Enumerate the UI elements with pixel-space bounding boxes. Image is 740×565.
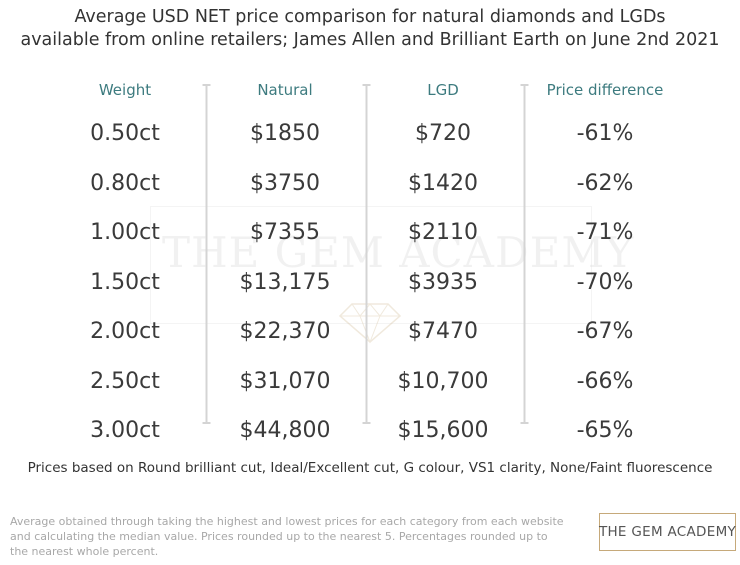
cell-price-difference: -71% — [576, 220, 634, 245]
cell-price-difference: -66% — [576, 368, 634, 394]
cell-weight: 0.50ct — [90, 121, 160, 146]
cell-weight: 3.00ct — [90, 418, 160, 443]
watermark: THE GEM ACADEMY — [162, 228, 635, 277]
cell-natural: $3750 — [250, 170, 320, 196]
cell-natural: $44,800 — [239, 418, 331, 443]
column-divider — [202, 84, 211, 424]
cell-weight: 0.80ct — [90, 170, 160, 196]
methodology-line-2: and calculating the median value. Prices… — [10, 530, 548, 543]
cell-lgd: $3935 — [408, 269, 478, 295]
methodology-note: Average obtained through taking the high… — [10, 514, 570, 559]
cell-lgd: $7470 — [408, 319, 478, 344]
watermark-frame — [150, 206, 592, 324]
methodology-line-1: Average obtained through taking the high… — [10, 515, 564, 528]
cell-natural: $1850 — [250, 121, 320, 146]
cell-lgd: $15,600 — [397, 418, 489, 443]
cell-lgd: $10,700 — [397, 368, 489, 394]
table-footnote: Prices based on Round brilliant cut, Ide… — [27, 460, 713, 476]
header-weight: Weight — [98, 81, 152, 99]
cell-weight: 1.00ct — [90, 220, 160, 245]
chart-title: Average USD NET price comparison for nat… — [0, 6, 740, 52]
cell-natural: $22,370 — [239, 319, 331, 344]
gem-academy-logo: THE GEM ACADEMY — [599, 513, 736, 551]
cell-natural: $7355 — [250, 220, 320, 245]
cell-weight: 1.50ct — [90, 269, 160, 295]
cell-weight: 2.50ct — [90, 368, 160, 394]
cell-lgd: $1420 — [408, 170, 478, 196]
cell-price-difference: -67% — [576, 319, 634, 344]
methodology-line-3: the nearest whole percent. — [10, 545, 159, 558]
cell-price-difference: -61% — [576, 121, 634, 146]
column-divider — [520, 84, 529, 424]
header-price-difference: Price difference — [546, 81, 664, 99]
cell-lgd: $2110 — [408, 220, 478, 245]
header-natural: Natural — [257, 81, 313, 99]
watermark-diamond-icon — [338, 303, 402, 344]
cell-price-difference: -70% — [576, 269, 634, 295]
cell-lgd: $720 — [415, 121, 471, 146]
title-line-1: Average USD NET price comparison for nat… — [74, 7, 666, 27]
column-divider — [362, 84, 371, 424]
header-lgd: LGD — [427, 81, 459, 99]
cell-natural: $13,175 — [239, 269, 331, 295]
cell-price-difference: -62% — [576, 170, 634, 196]
title-line-2: available from online retailers; James A… — [20, 30, 720, 50]
cell-natural: $31,070 — [239, 368, 331, 394]
cell-weight: 2.00ct — [90, 319, 160, 344]
cell-price-difference: -65% — [576, 418, 634, 443]
